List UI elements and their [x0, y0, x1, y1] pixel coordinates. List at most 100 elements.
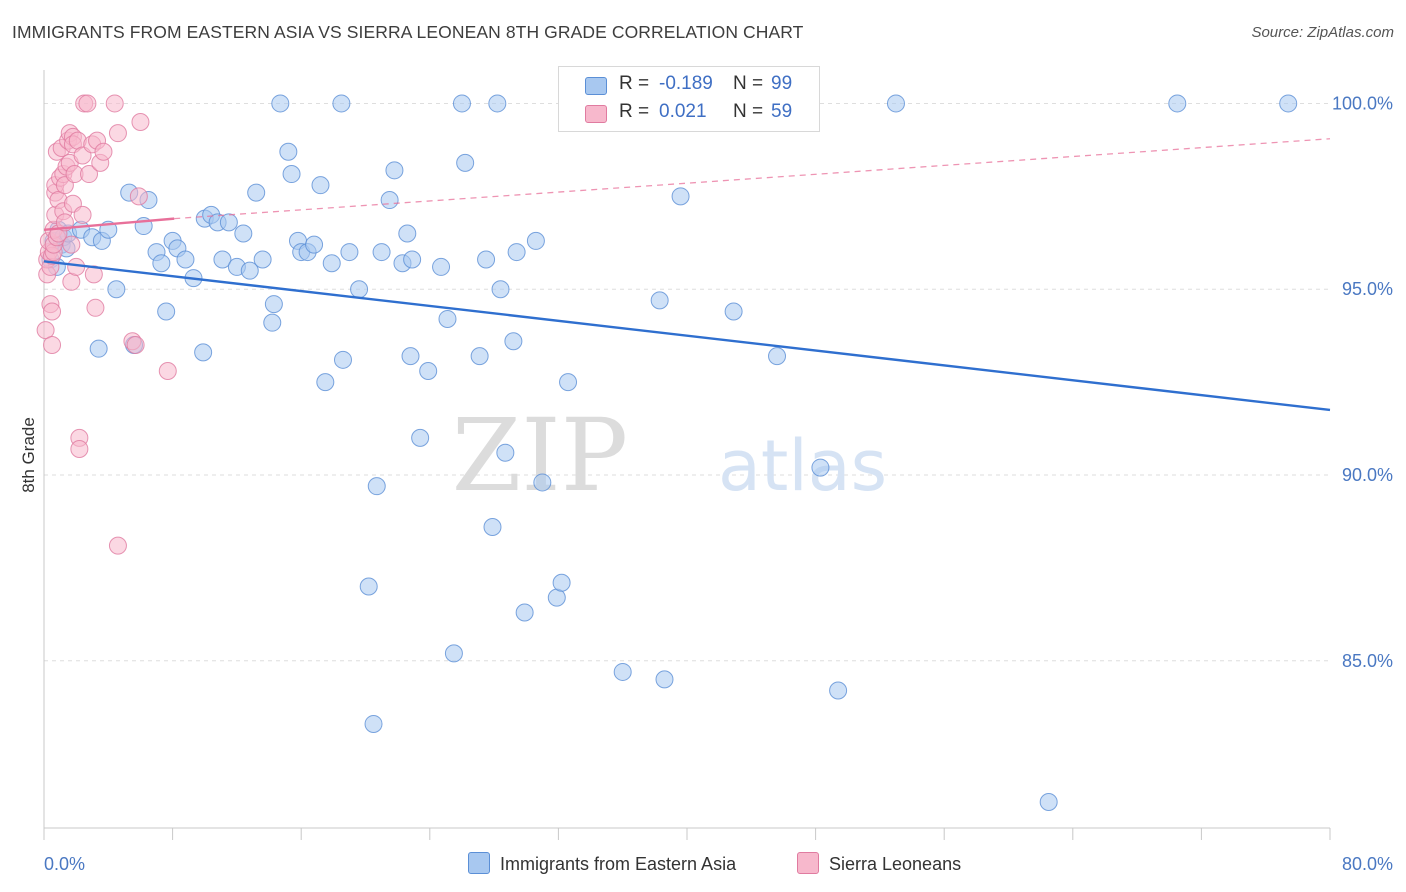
eastern-asia-point: [247, 183, 266, 202]
eastern-asia-point: [89, 339, 108, 358]
eastern-asia-point: [613, 662, 632, 681]
eastern-asia-point: [432, 257, 451, 276]
legend-r-label: R =: [619, 73, 650, 94]
eastern-asia-point: [279, 142, 298, 161]
source-label: Source: ZipAtlas.com: [1251, 24, 1394, 41]
eastern-asia-point: [380, 191, 399, 210]
eastern-asia-point: [444, 644, 463, 663]
legend-r-value: -0.189: [659, 73, 713, 94]
eastern-asia-point: [372, 243, 391, 262]
eastern-asia-point: [829, 681, 848, 700]
eastern-asia-point: [332, 94, 351, 113]
sierra-leonean-point: [43, 302, 62, 321]
y-tick-label: 95.0%: [1342, 279, 1393, 299]
sierra-leonean-point: [105, 94, 124, 113]
eastern-asia-point: [403, 250, 422, 269]
eastern-asia-point: [811, 458, 830, 477]
bottom-legend-label-sierra-leonean: Sierra Leoneans: [829, 854, 962, 874]
eastern-asia-point: [1039, 792, 1058, 811]
eastern-asia-point: [507, 243, 526, 262]
eastern-asia-point: [264, 295, 283, 314]
sierra-leonean-point: [108, 536, 127, 555]
legend-r-value: 0.021: [659, 101, 707, 122]
bottom-legend-eastern-asia: Immigrants from Eastern Asia: [468, 852, 736, 875]
eastern-asia-point: [419, 361, 438, 380]
sierra-leonean-point: [78, 94, 97, 113]
eastern-asia-point: [655, 670, 674, 689]
eastern-asia-point: [1279, 94, 1298, 113]
eastern-asia-point: [483, 518, 502, 537]
eastern-asia-point: [504, 332, 523, 351]
bottom-legend-sierra-leonean: Sierra Leoneans: [797, 852, 961, 875]
eastern-asia-point: [322, 254, 341, 273]
eastern-asia-point: [491, 280, 510, 299]
legend-n-label: N =: [733, 73, 764, 94]
sierra-leonean-trendline-extension: [174, 138, 1331, 220]
legend-r-label: R =: [619, 101, 650, 122]
bottom-legend-swatch-sierra-leonean: [797, 852, 819, 874]
eastern-asia-point: [271, 94, 290, 113]
eastern-asia-point: [176, 250, 195, 269]
y-axis-label: 8th Grade: [19, 417, 38, 493]
legend-n-value: 99: [771, 73, 793, 94]
eastern-asia-point: [340, 243, 359, 262]
eastern-asia-point: [152, 254, 171, 273]
bottom-legend-label-eastern-asia: Immigrants from Eastern Asia: [500, 854, 737, 874]
y-tick-label: 85.0%: [1342, 651, 1393, 671]
legend-n-label: N =: [733, 101, 764, 122]
sierra-leonean-point: [131, 113, 150, 132]
eastern-asia-point: [194, 343, 213, 362]
sierra-leonean-point: [126, 335, 145, 354]
y-tick-label: 100.0%: [1332, 93, 1393, 113]
eastern-asia-point: [552, 573, 571, 592]
eastern-asia-point: [438, 309, 457, 328]
eastern-asia-point: [456, 153, 475, 172]
eastern-asia-point: [263, 313, 282, 332]
eastern-asia-point: [650, 291, 669, 310]
eastern-asia-point: [724, 302, 743, 321]
eastern-asia-point: [401, 347, 420, 366]
sierra-leonean-point: [86, 298, 105, 317]
eastern-asia-point: [496, 443, 515, 462]
eastern-asia-point: [253, 250, 272, 269]
sierra-leonean-point: [80, 165, 99, 184]
sierra-leonean-point: [62, 235, 81, 254]
eastern-asia-point: [886, 94, 905, 113]
watermark: ZIP atlas: [452, 397, 887, 514]
eastern-asia-point: [385, 161, 404, 180]
eastern-asia-point: [359, 577, 378, 596]
eastern-asia-point: [515, 603, 534, 622]
eastern-asia-point: [367, 477, 386, 496]
sierra-leonean-point: [158, 361, 177, 380]
eastern-asia-point: [316, 373, 335, 392]
eastern-asia-point: [477, 250, 496, 269]
legend: R = -0.189 N = 99 R = 0.021 N = 59: [558, 66, 820, 132]
eastern-asia-point: [282, 165, 301, 184]
sierra-leonean-point: [129, 187, 148, 206]
legend-swatch-eastern-asia: [585, 77, 607, 95]
eastern-asia-point: [333, 350, 352, 369]
bottom-legend-swatch-eastern-asia: [468, 852, 490, 874]
eastern-asia-point: [305, 235, 324, 254]
eastern-asia-point: [364, 714, 383, 733]
legend-row-sierra-leonean: R = 0.021 N = 59: [559, 99, 819, 127]
sierra-leonean-point: [43, 335, 62, 354]
sierra-leonean-trendline: [43, 217, 175, 231]
eastern-asia-point: [1168, 94, 1187, 113]
eastern-asia-point: [234, 224, 253, 243]
watermark-zip: ZIP: [452, 397, 628, 514]
chart-title: IMMIGRANTS FROM EASTERN ASIA VS SIERRA L…: [12, 22, 804, 42]
watermark-atlas: atlas: [718, 425, 887, 507]
eastern-asia-point: [240, 261, 259, 280]
sierra-leonean-point: [70, 440, 89, 458]
eastern-asia-point: [470, 347, 489, 366]
eastern-asia-point: [411, 428, 430, 447]
sierra-leonean-point: [108, 124, 127, 143]
eastern-asia-trendline: [43, 260, 1331, 412]
eastern-asia-point: [488, 94, 507, 113]
eastern-asia-point: [398, 224, 417, 243]
eastern-asia-point: [768, 347, 787, 366]
eastern-asia-point: [559, 373, 578, 392]
eastern-asia-point: [213, 250, 232, 269]
